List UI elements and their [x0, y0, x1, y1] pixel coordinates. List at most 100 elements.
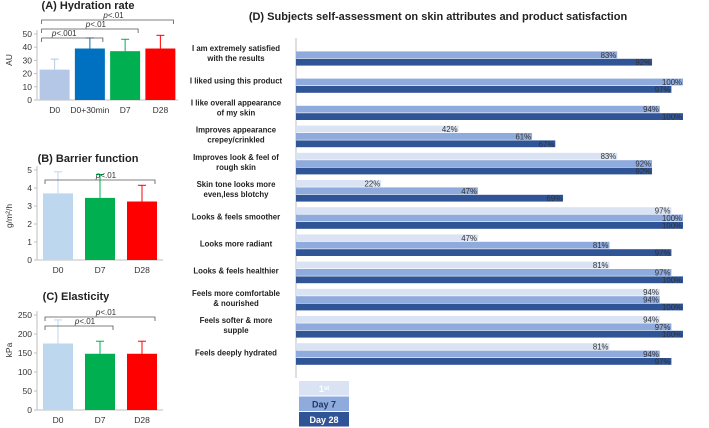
panel-d-value-label: 81%	[593, 261, 609, 270]
panel-d-value-label: 94%	[643, 315, 659, 324]
panel-d-value-label: 94%	[643, 105, 659, 114]
panel-d-value-label: 100%	[662, 303, 682, 312]
panel-b-significance-bracket	[44, 179, 156, 184]
panel-d-value-label: 97%	[655, 357, 671, 366]
panel-barrier-function: (B) Barrier function g/m²/h 0 1 2 3 4 5 D0 D7 D2…	[4, 153, 163, 275]
panel-d-value-label: 100%	[662, 330, 682, 339]
panel-a-category-label: D0+30min	[70, 105, 109, 115]
panel-c-ytick-label: 200	[18, 329, 32, 339]
panel-d-bar	[296, 234, 478, 242]
panel-d-value-label: 97%	[655, 207, 671, 216]
panel-d-value-label: 94%	[643, 350, 659, 359]
panel-c-ytick-label: 50	[23, 386, 33, 396]
panel-b-ytick-label: 2	[27, 219, 32, 229]
panel-d-legend-label: Day 28	[309, 415, 338, 425]
panel-d-bar	[296, 78, 683, 86]
panel-c-category-label: D28	[134, 415, 150, 425]
panel-d-value-label: 97%	[655, 323, 671, 332]
panel-d-bar	[296, 222, 683, 229]
panel-c-bar	[43, 343, 73, 410]
panel-a-bar	[39, 69, 70, 100]
panel-d-item-label: rough skin	[216, 163, 256, 172]
panel-d-legend-swatch	[299, 396, 349, 411]
panel-d-bar	[296, 269, 672, 276]
panel-d-item-label: with the results	[206, 54, 265, 63]
panel-b-category-label: D7	[95, 265, 106, 275]
panel-self-assessment: (D) Subjects self-assessment on skin att…	[190, 11, 683, 427]
panel-d-item-label: Feels softer & more	[200, 316, 273, 325]
panel-c-bar	[127, 353, 157, 410]
panel-d-value-label: 100%	[662, 276, 682, 285]
panel-d-bar	[296, 330, 683, 338]
panel-d-bar	[296, 86, 672, 93]
panel-d-bar	[296, 133, 533, 140]
panel-d-bar	[296, 194, 564, 202]
panel-d-bar	[296, 249, 672, 256]
panel-c-ytick-label: 150	[18, 348, 32, 358]
panel-d-value-label: 42%	[442, 125, 458, 134]
panel-a-category-label: D0	[49, 105, 60, 115]
panel-d-bar	[296, 296, 660, 303]
panel-d-value-label: 47%	[461, 234, 477, 243]
panel-b-category-label: D28	[134, 265, 150, 275]
panel-d-item-label: crepey/crinkled	[207, 136, 264, 145]
panel-b-bar	[127, 201, 157, 260]
panel-d-item-label: supple	[223, 326, 249, 335]
panel-d-value-label: 92%	[635, 160, 651, 169]
panel-d-bar	[296, 58, 653, 66]
panel-a-category-label: D28	[153, 105, 169, 115]
panel-a-p-value: p<.01	[85, 20, 107, 29]
panel-d-bar	[296, 152, 618, 160]
panel-c-ytick-label: 100	[18, 367, 32, 377]
panel-a-ytick-label: 10	[23, 82, 33, 92]
panel-c-significance-bracket	[44, 316, 156, 321]
panel-d-item-label: I like overall appearance	[191, 99, 282, 108]
panel-d-legend-swatch	[299, 412, 349, 427]
panel-a-ytick-label: 30	[23, 55, 33, 65]
panel-b-bar	[85, 197, 115, 260]
panel-d-bar	[296, 358, 672, 365]
panel-d-item-label: even,less blotchy	[203, 190, 269, 199]
panel-d-item-label: Looks & feels smoother	[192, 212, 280, 221]
panel-d-value-label: 100%	[662, 113, 682, 122]
panel-a-p-value: p<.001	[51, 29, 77, 38]
panel-d-bar	[296, 214, 683, 222]
panel-d-bar	[296, 343, 610, 350]
panel-d-bar	[296, 276, 683, 284]
panel-b-ytick-label: 4	[27, 183, 32, 193]
panel-a-bar	[145, 48, 176, 100]
panel-b-ytick-label: 3	[27, 201, 32, 211]
panel-d-bar	[296, 261, 610, 269]
panel-a-ylabel: AU	[4, 54, 14, 66]
panel-d-item-label: I am extremely satisfied	[192, 44, 280, 53]
panel-d-value-label: 100%	[662, 214, 682, 223]
panel-b-ytick-label: 0	[27, 255, 32, 265]
panel-a-bar	[74, 48, 105, 100]
panel-d-value-label: 81%	[593, 241, 609, 250]
panel-a-ytick-label: 20	[23, 69, 33, 79]
panel-d-legend-swatch	[299, 381, 349, 396]
panel-d-value-label: 97%	[655, 268, 671, 277]
panel-a-category-label: D7	[120, 105, 131, 115]
panel-c-ytick-label: 250	[18, 310, 32, 320]
panel-b-ylabel: g/m²/h	[4, 204, 14, 228]
panel-c-ylabel: kPa	[4, 342, 14, 357]
panel-b-bar	[43, 193, 73, 260]
panel-d-value-label: 47%	[461, 187, 477, 196]
panel-d-value-label: 61%	[515, 132, 531, 141]
panel-d-legend-label: 1ˢᵗ	[319, 384, 329, 394]
panel-d-item-label: Looks & feels healthier	[193, 267, 278, 276]
panel-d-value-label: 83%	[601, 152, 617, 161]
panel-a-ytick-label: 0	[27, 95, 32, 105]
panel-d-item-label: Improves look & feel of	[193, 153, 279, 162]
panel-b-ytick-label: 5	[27, 165, 32, 175]
panel-d-item-label: Feels deeply hydrated	[195, 348, 277, 357]
panel-a-p-value: p<.01	[102, 11, 124, 20]
panel-d-value-label: 100%	[662, 221, 682, 230]
panel-d-item-label: Improves appearance	[196, 126, 277, 135]
panel-c-category-label: D7	[95, 415, 106, 425]
panel-d-item-label: of my skin	[217, 109, 256, 118]
panel-d-bar	[296, 113, 683, 120]
panel-d-value-label: 94%	[643, 288, 659, 297]
panel-d-value-label: 83%	[601, 51, 617, 60]
